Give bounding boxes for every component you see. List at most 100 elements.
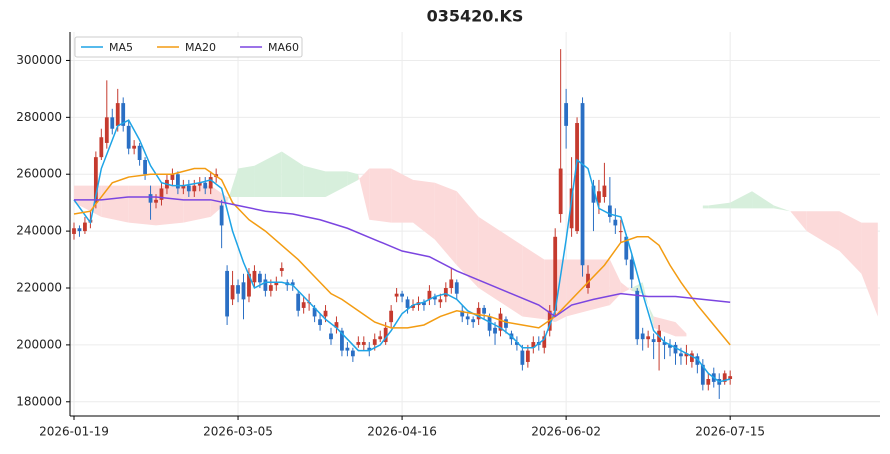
candle-body	[493, 327, 497, 334]
candle-body	[121, 103, 126, 126]
candle-body	[580, 103, 585, 266]
candle-body	[203, 182, 208, 189]
candle-body	[471, 319, 476, 323]
cloud-segment	[861, 222, 878, 317]
candle-body	[296, 293, 301, 311]
cloud-segment	[752, 191, 774, 209]
candle-body	[569, 188, 574, 229]
candle-body	[329, 333, 333, 340]
candle-body	[558, 168, 563, 215]
candle-body	[482, 307, 487, 314]
candle-body	[728, 376, 733, 380]
candle-body	[651, 339, 656, 343]
candle-body	[312, 307, 317, 317]
candle-body	[263, 279, 268, 291]
cloud-segment	[609, 259, 621, 306]
legend-label: MA5	[109, 41, 133, 54]
legend: MA5 MA20 MA60	[74, 36, 303, 58]
candle-body	[236, 285, 240, 294]
cloud-segment	[347, 171, 359, 186]
candle-body	[432, 296, 437, 300]
legend-box	[74, 36, 303, 58]
cloud-segment	[391, 168, 414, 223]
candle-body	[159, 188, 164, 200]
candle-body	[553, 236, 558, 311]
candle-body	[405, 299, 410, 308]
candle-body	[274, 282, 279, 286]
cloud-segment	[325, 171, 348, 197]
candle-body	[438, 299, 443, 303]
cloud-segment	[434, 182, 457, 266]
candle-body	[454, 282, 459, 294]
legend-label: MA20	[185, 41, 216, 54]
x-tick-label: 2026-06-02	[531, 425, 601, 439]
candle-body	[695, 356, 700, 365]
ma-line	[73, 119, 731, 383]
cloud-segment	[702, 205, 709, 209]
candle-body	[197, 182, 202, 186]
candle-body	[219, 205, 224, 226]
x-tick-label: 2026-01-19	[39, 425, 109, 439]
candle-body	[640, 333, 645, 340]
candle-body	[498, 313, 503, 331]
cloud-segment	[773, 205, 791, 212]
cloud-segment	[303, 165, 326, 197]
ma-line	[73, 167, 731, 346]
candle-body	[411, 305, 415, 308]
candle-body	[629, 259, 634, 280]
candle-body	[613, 219, 618, 226]
candle-body	[345, 347, 350, 351]
cloud-segment	[587, 259, 610, 311]
candle-body	[181, 185, 186, 189]
candle-body	[460, 310, 465, 317]
y-tick-label: 280000	[16, 110, 62, 124]
candle-body	[372, 339, 377, 345]
cloud-segment	[254, 151, 282, 197]
candle-body	[449, 279, 454, 288]
cloud-segment	[456, 191, 479, 288]
candle-body	[542, 336, 547, 348]
y-tick-label: 300000	[16, 53, 62, 67]
cloud-segment	[369, 168, 392, 223]
candle-body	[290, 282, 295, 286]
candle-body	[597, 191, 601, 203]
candle-body	[279, 268, 284, 271]
y-tick-label: 220000	[16, 281, 62, 295]
cloud-segment	[839, 211, 862, 274]
cloud-segment	[227, 168, 239, 203]
x-tick-label: 2026-03-05	[203, 425, 273, 439]
candle-body	[143, 160, 147, 175]
candle-body	[132, 145, 137, 149]
cloud-segment	[522, 245, 545, 320]
cloud-segment	[358, 168, 370, 220]
candle-body	[356, 342, 361, 345]
ma-line	[73, 196, 731, 318]
cloud-segment	[544, 259, 556, 323]
cloud-segment	[183, 185, 211, 223]
cloud-segment	[238, 165, 255, 197]
candle-body	[99, 137, 104, 158]
candle-body	[662, 342, 667, 345]
candle-body	[706, 379, 711, 385]
candle-body	[515, 342, 519, 345]
cloud-segment	[566, 259, 588, 317]
candle-body	[668, 344, 672, 348]
candle-body	[389, 310, 394, 323]
candle-body	[689, 353, 694, 362]
candle-body	[564, 103, 569, 126]
y-tick-label: 180000	[16, 394, 62, 408]
chart-title: 035420.KS	[427, 7, 524, 26]
cloud-segment	[730, 191, 753, 209]
cloud-segment	[500, 231, 523, 317]
candle-body	[684, 353, 689, 357]
candle-body	[607, 205, 612, 217]
cloud-segment	[281, 151, 304, 197]
candle-body	[367, 347, 372, 351]
candle-body	[83, 222, 87, 232]
candle-body	[350, 350, 355, 357]
candle-body	[93, 157, 98, 203]
candle-body	[361, 342, 366, 345]
cloud-segment	[555, 259, 567, 323]
candle-body	[531, 342, 536, 348]
candle-body	[192, 185, 197, 192]
